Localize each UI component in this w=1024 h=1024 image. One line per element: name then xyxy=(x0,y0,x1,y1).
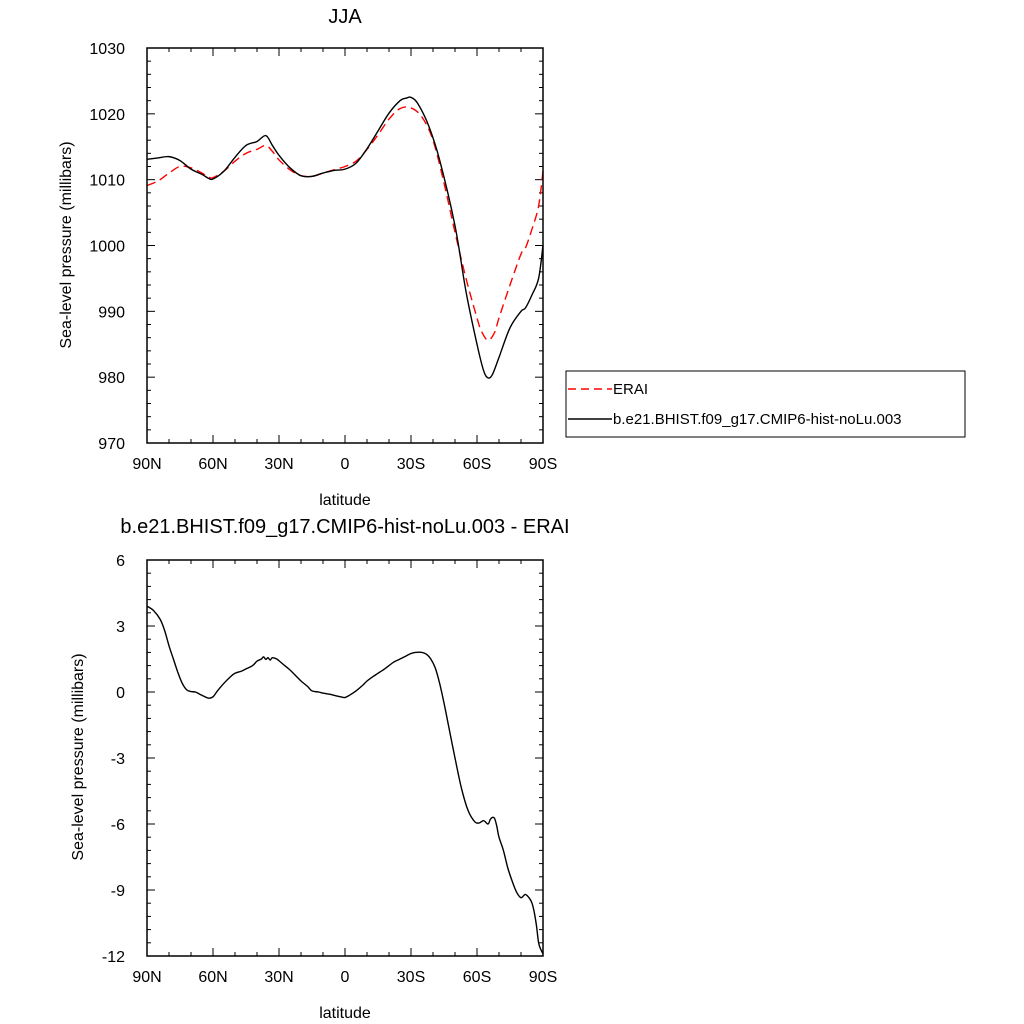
y-tick-label: 0 xyxy=(116,685,125,702)
y-tick-label: 970 xyxy=(98,436,125,453)
x-tick-label: 0 xyxy=(341,969,350,986)
y-tick-label: 1030 xyxy=(89,41,125,58)
y-tick-label: -6 xyxy=(111,817,125,834)
legend-box xyxy=(565,370,966,438)
y-tick-label: -9 xyxy=(111,883,125,900)
x-tick-label: 0 xyxy=(341,456,350,473)
x-tick-label: 60S xyxy=(463,456,491,473)
y-tick-label: 1020 xyxy=(89,107,125,124)
x-tick-label: 30N xyxy=(264,969,293,986)
x-tick-label: 90N xyxy=(132,969,161,986)
y-tick-label: -12 xyxy=(102,949,125,966)
plot-frame xyxy=(146,47,544,444)
y-axis-title: Sea-level pressure (millibars) xyxy=(70,653,87,860)
x-tick-label: 30N xyxy=(264,456,293,473)
x-tick-label: 90N xyxy=(132,456,161,473)
y-tick-label: -3 xyxy=(111,751,125,768)
x-tick-label: 60N xyxy=(198,969,227,986)
y-tick-label: 980 xyxy=(98,370,125,387)
y-tick-label: 1010 xyxy=(89,173,125,190)
plot-frame xyxy=(146,559,544,957)
chart-top: JJA latitude Sea-level pressure (milliba… xyxy=(58,6,966,509)
x-tick-label: 30S xyxy=(397,456,425,473)
x-tick-label: 90S xyxy=(529,456,557,473)
y-tick-label: 990 xyxy=(98,304,125,321)
series-line-erai xyxy=(146,106,544,341)
legend-label-erai: ERAI xyxy=(613,381,648,398)
x-axis-title: latitude xyxy=(319,492,371,509)
y-axis-title: Sea-level pressure (millibars) xyxy=(58,141,75,348)
chart-title: JJA xyxy=(328,6,362,28)
series-line-difference xyxy=(146,605,544,955)
chart-bottom: b.e21.BHIST.f09_g17.CMIP6-hist-noLu.003 … xyxy=(70,516,570,1022)
x-tick-label: 30S xyxy=(397,969,425,986)
x-tick-label: 90S xyxy=(529,969,557,986)
y-tick-label: 3 xyxy=(116,619,125,636)
x-tick-label: 60S xyxy=(463,969,491,986)
x-axis-title: latitude xyxy=(319,1005,371,1022)
series-line-model xyxy=(146,96,544,379)
chart-title: b.e21.BHIST.f09_g17.CMIP6-hist-noLu.003 … xyxy=(120,516,569,538)
legend-label-model: b.e21.BHIST.f09_g17.CMIP6-hist-noLu.003 xyxy=(613,411,902,428)
y-tick-label: 6 xyxy=(116,553,125,570)
x-tick-label: 60N xyxy=(198,456,227,473)
legend: ERAI b.e21.BHIST.f09_g17.CMIP6-hist-noLu… xyxy=(565,370,966,438)
y-tick-label: 1000 xyxy=(89,239,125,256)
